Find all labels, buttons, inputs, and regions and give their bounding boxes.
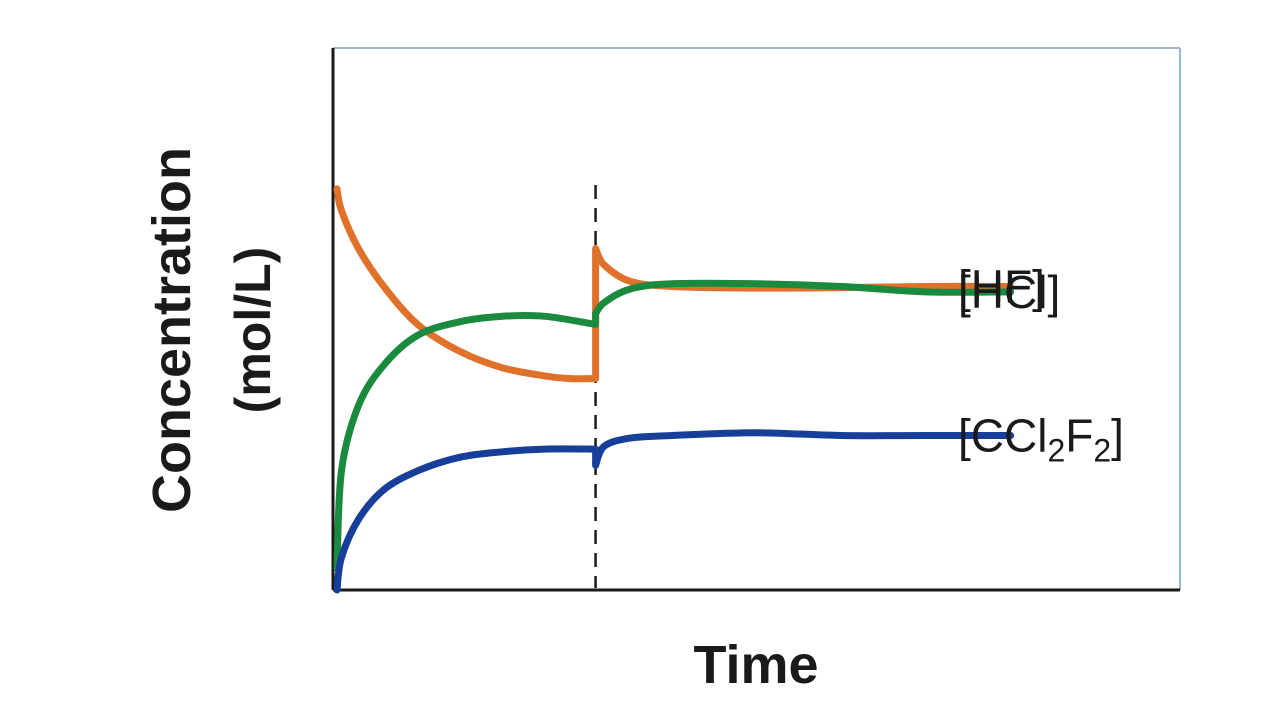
y-axis-title: Concentration (mol/L) bbox=[142, 147, 281, 513]
plot-frame bbox=[331, 47, 1181, 592]
series-label-hf: [HF] bbox=[958, 260, 1045, 312]
series-lines bbox=[333, 185, 1015, 594]
series-line-hcl bbox=[333, 279, 1015, 572]
x-axis-title: Time bbox=[693, 635, 818, 695]
series-label-hcl: [HCl] bbox=[958, 266, 1060, 318]
series-labels: [HF][HCl] [CCl2F2] bbox=[958, 260, 1124, 468]
y-axis-title-line1: Concentration bbox=[142, 147, 202, 513]
series-line-ccl2f2 bbox=[333, 429, 1015, 594]
series-label-ccl2f2: [CCl2F2] bbox=[958, 410, 1124, 469]
y-axis-title-line2: (mol/L) bbox=[225, 247, 281, 414]
